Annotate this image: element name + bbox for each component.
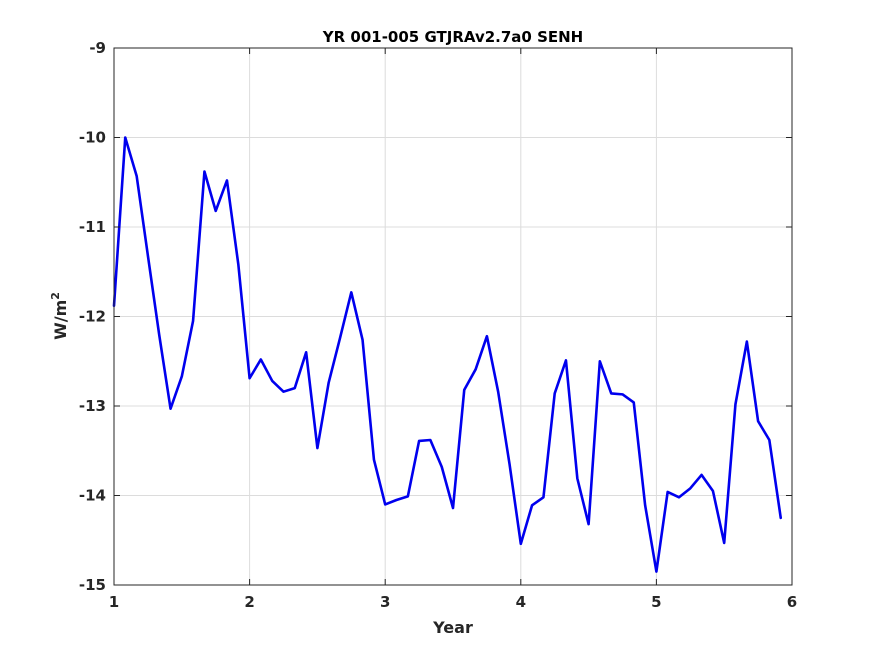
data-point bbox=[124, 136, 127, 139]
data-point bbox=[678, 496, 680, 499]
x-axis-title: Year bbox=[432, 618, 473, 637]
data-point bbox=[248, 377, 251, 380]
data-point bbox=[452, 507, 454, 509]
y-tick-label: -10 bbox=[79, 129, 106, 147]
data-point bbox=[779, 517, 782, 519]
data-point bbox=[723, 542, 725, 544]
ticks: 1 2 3 4 5 6 -9 -10 -11 -12 -13 -14 -15 bbox=[79, 39, 797, 611]
y-axis-title-base: W/m bbox=[51, 300, 70, 340]
data-point bbox=[746, 340, 748, 343]
data-point bbox=[463, 389, 466, 391]
data-point bbox=[282, 390, 285, 393]
data-point bbox=[407, 495, 409, 498]
data-point bbox=[384, 503, 387, 506]
data-point bbox=[373, 458, 375, 461]
data-point bbox=[226, 179, 228, 182]
x-tick-label: 5 bbox=[651, 593, 661, 611]
data-point bbox=[610, 392, 613, 395]
x-tick-label: 3 bbox=[380, 593, 390, 611]
x-tick-label: 6 bbox=[787, 593, 797, 611]
data-point bbox=[237, 263, 240, 266]
y-tick-label: -14 bbox=[79, 487, 106, 505]
x-tick-label: 4 bbox=[516, 593, 526, 611]
series-group bbox=[112, 136, 783, 573]
y-tick-label: -9 bbox=[89, 39, 106, 57]
data-point bbox=[655, 570, 658, 573]
data-point bbox=[147, 254, 149, 257]
data-point bbox=[158, 333, 160, 336]
data-point bbox=[621, 393, 624, 396]
data-point bbox=[361, 338, 364, 341]
data-point bbox=[542, 496, 545, 499]
data-point bbox=[214, 210, 217, 212]
data-point bbox=[587, 523, 590, 525]
data-point bbox=[316, 447, 319, 449]
data-point bbox=[260, 358, 262, 361]
data-point bbox=[644, 504, 646, 507]
data-point bbox=[486, 335, 488, 337]
y-axis-title-superscript: 2 bbox=[49, 292, 62, 300]
data-point bbox=[757, 420, 759, 423]
data-point bbox=[666, 491, 669, 493]
x-tick-label: 2 bbox=[244, 593, 254, 611]
series-line-0 bbox=[112, 136, 783, 573]
data-point bbox=[418, 440, 420, 442]
y-tick-label: -13 bbox=[79, 397, 106, 415]
data-point bbox=[768, 439, 771, 441]
data-point bbox=[712, 490, 714, 492]
x-tick-label: 1 bbox=[109, 593, 119, 611]
data-point bbox=[700, 474, 703, 476]
data-point bbox=[350, 291, 353, 294]
data-point bbox=[203, 170, 206, 173]
chart-title: YR 001-005 GTJRAv2.7a0 SENH bbox=[322, 28, 583, 46]
data-point bbox=[440, 466, 443, 468]
data-point bbox=[508, 463, 511, 465]
data-point bbox=[531, 504, 533, 507]
y-tick-label: -11 bbox=[79, 218, 106, 236]
data-point bbox=[599, 360, 601, 363]
data-point bbox=[734, 403, 737, 406]
data-point bbox=[192, 320, 194, 322]
data-point bbox=[135, 175, 138, 177]
data-point bbox=[474, 368, 477, 371]
data-point bbox=[169, 407, 172, 410]
y-axis-title: W/m2 bbox=[49, 292, 70, 340]
data-point bbox=[553, 392, 556, 395]
data-point bbox=[305, 351, 307, 354]
y-tick-label: -15 bbox=[79, 576, 106, 594]
data-point bbox=[181, 375, 183, 378]
data-point bbox=[565, 359, 567, 362]
data-point bbox=[689, 487, 692, 490]
y-tick-label: -12 bbox=[79, 308, 106, 326]
data-point bbox=[576, 477, 579, 480]
data-point bbox=[429, 439, 432, 441]
data-point bbox=[339, 337, 341, 339]
data-point bbox=[271, 380, 274, 382]
grid bbox=[114, 48, 792, 585]
data-point bbox=[395, 499, 398, 501]
data-point bbox=[293, 387, 296, 389]
data-point bbox=[520, 543, 522, 545]
data-point bbox=[327, 381, 330, 384]
data-point bbox=[632, 401, 635, 404]
data-point bbox=[497, 390, 499, 393]
